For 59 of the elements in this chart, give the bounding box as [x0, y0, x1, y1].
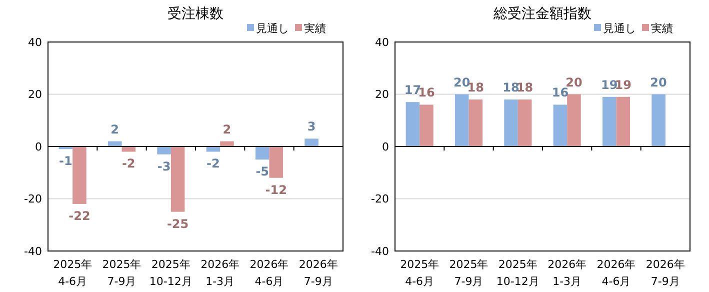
data-label: 20 [454, 75, 470, 90]
bar [157, 146, 171, 154]
data-label: 16 [552, 86, 569, 100]
y-tick-label: 40 [375, 36, 389, 49]
x-tick-label: 2025年 4-6月 [53, 258, 92, 288]
x-tick-label: 2026年 4-6月 [596, 258, 636, 288]
y-tick-label: -20 [24, 192, 42, 206]
x-tick-label: 2026年 4-6月 [250, 258, 289, 288]
legend-label: 見通し [603, 22, 636, 35]
bar [553, 104, 568, 146]
bar [504, 99, 518, 146]
bar [406, 102, 420, 146]
bar [454, 94, 469, 146]
x-tick-label: 2026年 1-3月 [548, 258, 587, 288]
x-tick-label: 2025年 7-9月 [102, 258, 142, 288]
x-tick-label: 2026年 7-9月 [646, 258, 685, 288]
x-tick-label: 2025年 4-6月 [400, 258, 440, 288]
data-label: -2 [122, 156, 136, 171]
bar [616, 96, 630, 146]
data-label: 2 [110, 122, 120, 136]
data-label: 3 [307, 120, 316, 134]
bar [652, 94, 666, 146]
x-tick-label: 2026年 7-9月 [298, 258, 338, 288]
y-tick-label: -40 [24, 244, 42, 258]
chart-title: 受注棟数 [168, 6, 224, 22]
legend-label: 見通し [256, 22, 289, 35]
data-label: 20 [650, 75, 667, 90]
x-tick-label: 2025年 10-12月 [496, 258, 540, 288]
bar [304, 138, 318, 146]
data-label: -1 [59, 154, 72, 168]
chart-title: 総受注金額指数 [492, 6, 592, 22]
y-tick-label: 20 [375, 88, 389, 102]
x-tick-label: 2025年 10-12月 [149, 258, 192, 288]
bar [602, 96, 616, 146]
y-tick-label: 20 [28, 88, 42, 102]
bar [269, 146, 284, 178]
data-label: 2 [222, 122, 232, 136]
data-label: -2 [206, 156, 220, 171]
y-tick-label: 40 [28, 36, 42, 49]
y-tick-label: 0 [35, 140, 42, 154]
bar [72, 146, 86, 204]
legend-label: 実績 [304, 22, 326, 35]
bar [170, 146, 185, 212]
data-label: -5 [256, 164, 270, 179]
bar [518, 99, 532, 146]
y-tick-label: 0 [382, 140, 389, 154]
bar [468, 99, 483, 146]
data-label: -12 [265, 182, 287, 197]
data-label: -3 [157, 159, 171, 174]
x-tick-label: 2026年 1-3月 [200, 258, 240, 288]
bar [255, 146, 270, 160]
bar [420, 104, 434, 146]
data-label: -25 [166, 216, 189, 231]
x-tick-label: 2025年 7-9月 [449, 258, 488, 288]
y-tick-label: -20 [371, 192, 389, 206]
bar [567, 94, 581, 146]
legend-label: 実績 [651, 22, 673, 35]
data-label: -22 [68, 208, 90, 223]
y-tick-label: -40 [371, 244, 389, 258]
